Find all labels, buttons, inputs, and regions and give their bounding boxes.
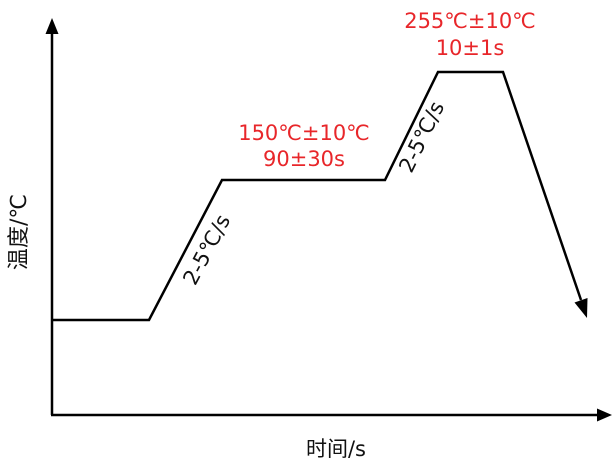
temperature-profile-line <box>52 70 583 322</box>
peak-time-label: 10±1s <box>436 36 505 60</box>
y-axis-label: 温度/℃ <box>7 194 32 270</box>
x-axis-label: 时间/s <box>306 437 366 461</box>
y-axis-arrow-icon <box>45 18 59 34</box>
x-axis <box>51 408 612 422</box>
x-axis-arrow-icon <box>597 408 612 422</box>
soak-time-label: 90±30s <box>263 147 345 171</box>
peak-temperature-label: 255℃±10℃ <box>404 9 536 33</box>
y-axis <box>45 18 59 415</box>
ramp-rate-label-second: 2-5℃/s <box>394 98 449 177</box>
cooling-arrow-icon <box>574 298 588 318</box>
soak-temperature-label: 150℃±10℃ <box>238 121 370 145</box>
